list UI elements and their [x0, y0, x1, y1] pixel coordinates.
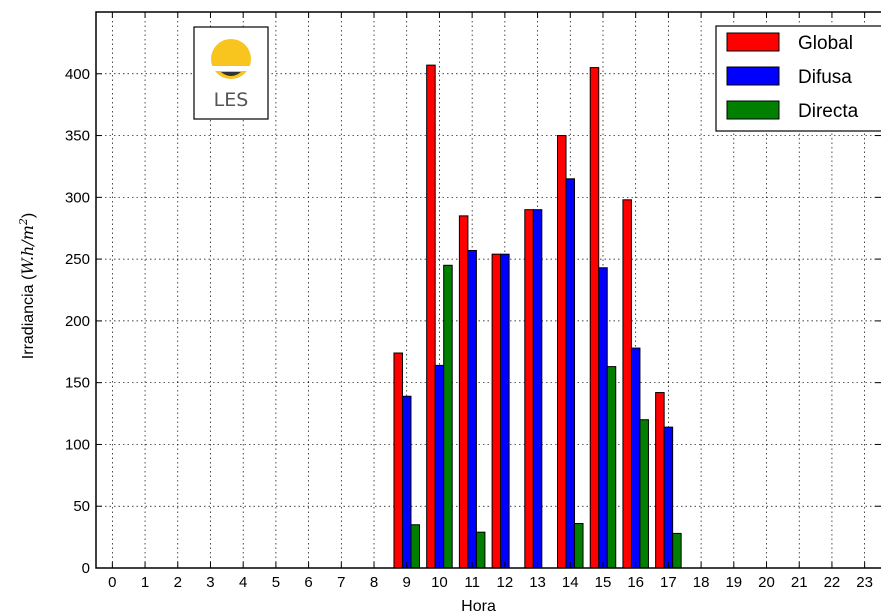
bar-difusa-17 [663, 426, 674, 569]
x-tick-label: 13 [529, 574, 546, 591]
x-tick-label: 16 [627, 574, 644, 591]
x-tick-label: 3 [206, 574, 214, 591]
logo-horizon [206, 66, 256, 71]
bar-global-9 [393, 352, 403, 569]
bar-directa-15 [606, 366, 617, 569]
y-tick-label: 200 [65, 313, 90, 330]
x-tick-label: 1 [141, 574, 149, 591]
x-tick-label: 19 [725, 574, 742, 591]
bar-directa-14 [574, 523, 584, 569]
bar-global-12 [491, 253, 502, 569]
x-tick-label: 14 [562, 574, 579, 591]
x-tick-label: 15 [595, 574, 612, 591]
les-logo: LES [193, 26, 269, 120]
bar-difusa-10 [434, 364, 445, 569]
legend-label-directa: Directa [798, 101, 859, 122]
y-tick-label: 50 [73, 498, 90, 515]
x-tick-label: 18 [693, 574, 710, 591]
bar-global-13 [524, 209, 534, 569]
x-tick-label: 11 [464, 574, 480, 591]
y-tick-label: 400 [65, 66, 90, 83]
logo-text: LES [214, 89, 249, 111]
bar-global-17 [655, 392, 665, 569]
bar-difusa-16 [630, 347, 641, 569]
y-axis-title-unit: W.h/m [18, 225, 37, 275]
y-tick-label: 350 [65, 128, 90, 145]
legend-label-difusa: Difusa [798, 67, 852, 88]
x-tick-label: 22 [824, 574, 841, 591]
bar-directa-11 [475, 531, 486, 569]
bar-global-15 [589, 67, 600, 569]
y-tick-label: 250 [65, 251, 90, 268]
x-tick-label: 20 [758, 574, 775, 591]
x-tick-label: 4 [239, 574, 247, 591]
bar-global-11 [458, 215, 469, 569]
y-tick-label: 150 [65, 375, 90, 392]
x-tick-label: 0 [108, 574, 116, 591]
legend-swatch-directa [726, 100, 780, 120]
bar-difusa-13 [532, 209, 543, 569]
plot-frame [95, 11, 881, 569]
y-tick-label: 100 [65, 436, 90, 453]
bar-global-16 [622, 199, 632, 569]
bar-directa-17 [672, 532, 682, 569]
x-tick-label: 7 [337, 574, 345, 591]
y-axis-title: Irradiancia (W.h/m2) [17, 213, 38, 359]
x-tick-label: 17 [660, 574, 677, 591]
legend-swatch-difusa [726, 66, 780, 86]
bar-directa-10 [443, 264, 453, 569]
bar-global-10 [426, 64, 436, 569]
bar-global-14 [557, 135, 567, 569]
legend: Global Difusa Directa [715, 25, 881, 132]
x-tick-label: 8 [370, 574, 378, 591]
bar-difusa-11 [467, 249, 477, 569]
bar-difusa-12 [500, 253, 510, 569]
x-tick-label: 6 [304, 574, 312, 591]
bar-difusa-9 [401, 395, 412, 569]
x-tick-label: 12 [497, 574, 514, 591]
bars [393, 64, 682, 569]
x-tick-label: 23 [856, 574, 873, 591]
x-tick-label: 2 [174, 574, 182, 591]
legend-swatch-global [726, 32, 780, 52]
bar-directa-9 [410, 524, 420, 569]
x-tick-label: 5 [272, 574, 280, 591]
x-tick-label: 10 [431, 574, 448, 591]
x-axis-title: Hora [461, 598, 496, 615]
y-axis-title-prefix: Irradiancia ( [20, 274, 37, 359]
y-tick-label: 0 [82, 560, 90, 577]
legend-label-global: Global [798, 33, 853, 54]
x-axis: 0 1 2 3 4 5 6 7 8 9 10 11 12 13 14 15 16 17 18 19 20 21 22 23 [108, 12, 873, 591]
bar-difusa-15 [598, 267, 608, 569]
y-axis-title-unit-exponent: 2 [17, 218, 30, 226]
bar-directa-16 [639, 419, 649, 569]
y-tick-label: 300 [65, 189, 90, 206]
x-tick-label: 21 [791, 574, 808, 591]
logo-sun-reflection [221, 72, 241, 76]
bar-difusa-14 [565, 178, 576, 569]
x-tick-label: 9 [403, 574, 411, 591]
y-axis-title-suffix: ) [20, 213, 37, 218]
y-axis: 0 50 100 150 200 250 300 350 400 [65, 66, 881, 577]
